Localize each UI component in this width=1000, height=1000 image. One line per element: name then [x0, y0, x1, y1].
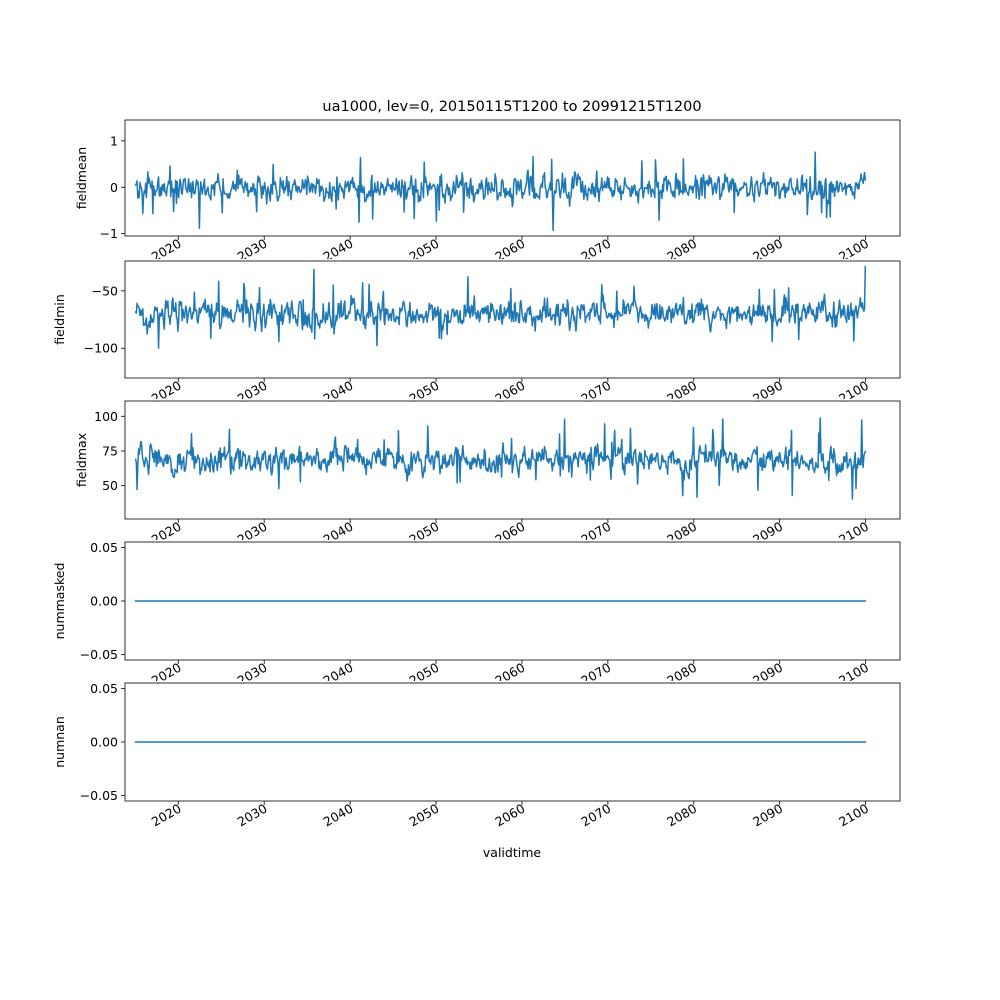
label-clip-band — [125, 261, 900, 272]
overlap-mask — [95, 399, 930, 401]
y-tick-label: 0.00 — [90, 594, 118, 609]
series-line-fieldmax — [134, 417, 867, 500]
y-tick-label: 50 — [102, 478, 118, 493]
overlap-mask — [95, 259, 930, 261]
series-line-fieldmean — [134, 151, 867, 232]
axes-frame-fieldmean — [124, 119, 901, 237]
y-tick-label: 75 — [102, 443, 118, 458]
axes-frame-fieldmin — [124, 260, 901, 379]
y-tick-label: 0.00 — [90, 735, 118, 750]
y-axis-label-numnan: numnan — [52, 716, 67, 768]
y-tick-label: 0 — [110, 180, 118, 195]
y-tick-label: 0.05 — [90, 681, 118, 696]
series-line-fieldmin — [134, 265, 867, 349]
y-tick-label: −100 — [84, 341, 118, 356]
y-tick-label: −1 — [100, 226, 118, 241]
x-axis-label: validtime — [483, 845, 541, 860]
label-clip-band — [125, 542, 900, 553]
overlap-mask — [95, 540, 930, 542]
y-axis-label-fieldmin: fieldmin — [52, 294, 67, 345]
y-tick-label: 1 — [110, 133, 118, 148]
label-clip-band — [125, 683, 900, 694]
y-tick-label: 100 — [94, 409, 118, 424]
overlap-mask — [95, 681, 930, 683]
y-axis-label-fieldmean: fieldmean — [74, 147, 89, 209]
y-axis-label-fieldmax: fieldmax — [74, 433, 89, 487]
axes-frame-fieldmax — [124, 400, 901, 520]
y-tick-label: −50 — [92, 283, 118, 298]
y-tick-label: −0.05 — [80, 788, 118, 803]
figure-title: ua1000, lev=0, 20150115T1200 to 20991215… — [322, 99, 701, 115]
label-clip-band — [125, 401, 900, 412]
y-tick-label: 0.05 — [90, 540, 118, 555]
y-axis-label-nummasked: nummasked — [52, 563, 67, 640]
y-tick-label: −0.05 — [80, 647, 118, 662]
